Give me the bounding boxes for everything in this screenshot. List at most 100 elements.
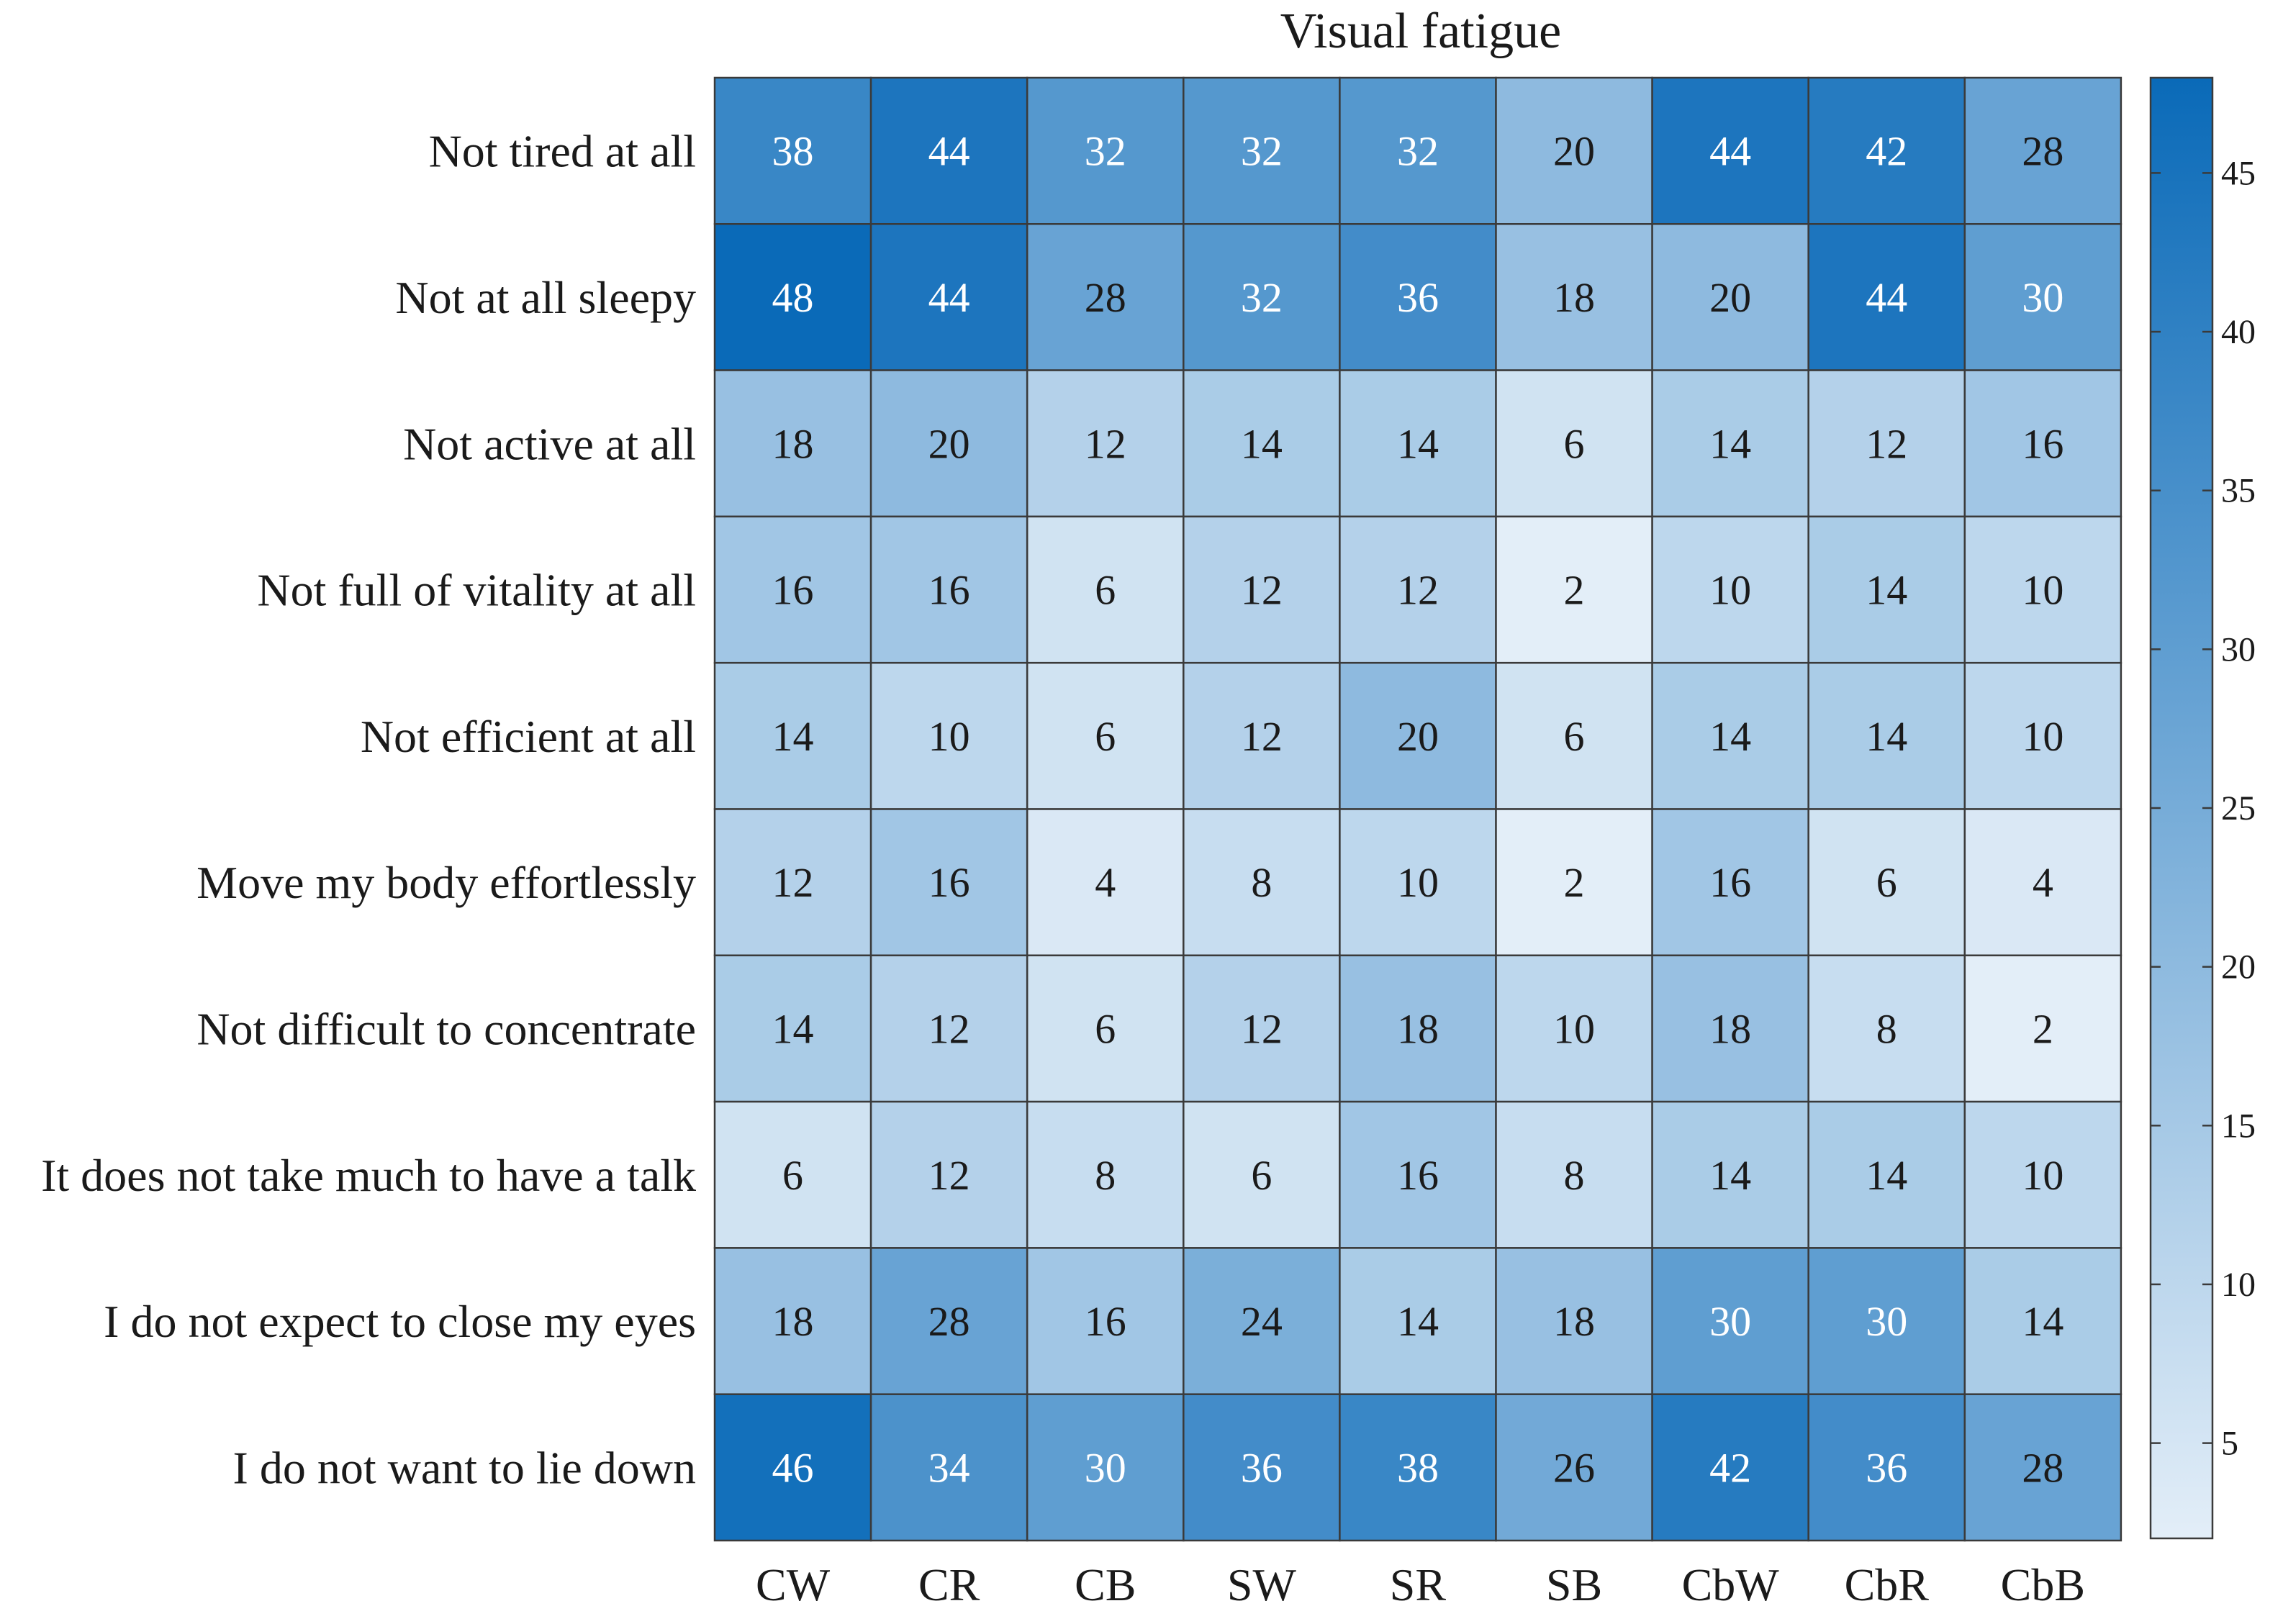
- cell-value-label: 8: [1876, 1005, 1897, 1052]
- cell-value-label: 6: [1251, 1152, 1272, 1199]
- column-label: CbB: [2001, 1559, 2085, 1610]
- row-label: Move my body effortlessly: [196, 857, 696, 908]
- heatmap-cell: [1807, 515, 1966, 664]
- heatmap-cell: [1183, 515, 1341, 664]
- heatmap-cell: [1339, 1100, 1497, 1249]
- heatmap-cell: [1183, 808, 1341, 957]
- cell-value-label: 36: [1397, 274, 1439, 321]
- heatmap-cell: [869, 808, 1029, 957]
- cell-value-label: 20: [1709, 274, 1751, 321]
- cell-value-label: 6: [1564, 713, 1585, 760]
- heatmap-cell: [1807, 223, 1966, 371]
- column-label: CbW: [1682, 1559, 1780, 1610]
- cell-value-label: 18: [1553, 1298, 1595, 1345]
- heatmap-cell: [713, 1247, 872, 1395]
- heatmap-cell: [1026, 661, 1185, 810]
- cell-value-label: 4: [1095, 859, 1116, 906]
- cell-value-label: 16: [928, 567, 970, 614]
- row-label: Not at all sleepy: [395, 272, 696, 323]
- heatmap-cell: [869, 1393, 1029, 1542]
- cell-value-label: 28: [2022, 1444, 2063, 1491]
- heatmap-cell: [1026, 1247, 1185, 1395]
- cell-value-label: 6: [1564, 420, 1585, 467]
- heatmap-cell: [713, 661, 872, 810]
- heatmap-cell: [1339, 1393, 1497, 1542]
- colorbar-gradient: [2149, 76, 2214, 1540]
- colorbar-tick-label: 40: [2221, 313, 2256, 351]
- heatmap-cell: [713, 808, 872, 957]
- heatmap-cell: [1495, 1100, 1653, 1249]
- cell-value-label: 44: [928, 274, 970, 321]
- cell-value-label: 32: [1397, 128, 1439, 175]
- heatmap-cell: [869, 1247, 1029, 1395]
- row-label: I do not want to lie down: [233, 1442, 696, 1493]
- colorbar-tick-label: 5: [2221, 1425, 2238, 1463]
- cell-value-label: 10: [928, 713, 970, 760]
- row-label: Not efficient at all: [361, 711, 696, 762]
- heatmap-cell: [1651, 223, 1809, 371]
- cell-value-label: 8: [1564, 1152, 1585, 1199]
- colorbar-tick-label: 25: [2221, 789, 2256, 827]
- heatmap-cell: [1183, 1393, 1341, 1542]
- row-labels: Not tired at all Not at all sleepy Not act…: [41, 126, 696, 1494]
- cell-value-label: 16: [1085, 1298, 1126, 1345]
- cell-value-label: 18: [1553, 274, 1595, 321]
- heatmap-cell: [1963, 661, 2122, 810]
- cell-value-label: 16: [1397, 1152, 1439, 1199]
- cell-value-label: 14: [1709, 1152, 1751, 1199]
- cell-value-label: 26: [1553, 1444, 1595, 1491]
- cell-value-label: 14: [1866, 567, 1907, 614]
- heatmap-cell: [1339, 369, 1497, 518]
- cell-value-label: 30: [1866, 1298, 1907, 1345]
- cell-value-label: 14: [772, 1005, 814, 1052]
- cell-value-label: 16: [772, 567, 814, 614]
- heatmap-cell: [1651, 954, 1809, 1103]
- cell-value-label: 30: [2022, 274, 2063, 321]
- cell-value-label: 10: [2022, 1152, 2063, 1199]
- cell-value-label: 28: [1085, 274, 1126, 321]
- cell-value-label: 12: [928, 1152, 970, 1199]
- cell-value-label: 12: [1241, 713, 1283, 760]
- cell-value-label: 12: [1085, 420, 1126, 467]
- cell-value-label: 32: [1241, 128, 1283, 175]
- colorbar-tick-label: 35: [2221, 472, 2256, 510]
- cell-value-label: 12: [1397, 567, 1439, 614]
- column-label: CR: [918, 1559, 980, 1610]
- row-label: Not difficult to concentrate: [196, 1003, 696, 1054]
- colorbar-tick-label: 30: [2221, 630, 2256, 668]
- heatmap-cell: [1026, 223, 1185, 371]
- heatmap-cell: [1026, 808, 1185, 957]
- heatmap-cell: [713, 1393, 872, 1542]
- heatmap-cell: [713, 223, 872, 371]
- cell-value-label: 10: [1397, 859, 1439, 906]
- cell-value-label: 42: [1709, 1444, 1751, 1491]
- heatmap-cell: [869, 76, 1029, 225]
- column-label: SW: [1227, 1559, 1297, 1610]
- heatmap-cell: [869, 954, 1029, 1103]
- cell-value-label: 12: [928, 1005, 970, 1052]
- cell-value-label: 34: [928, 1444, 970, 1491]
- cell-value-label: 28: [928, 1298, 970, 1345]
- cell-value-label: 14: [1241, 420, 1283, 467]
- cell-value-label: 20: [928, 420, 970, 467]
- heatmap-cell: [1963, 1247, 2122, 1395]
- heatmap-cell: [713, 76, 872, 225]
- heatmap-cell: [1183, 223, 1341, 371]
- heatmap-cells: [713, 76, 2122, 1542]
- cell-value-label: 44: [1709, 128, 1751, 175]
- cell-value-label: 6: [782, 1152, 803, 1199]
- heatmap-cell: [1495, 661, 1653, 810]
- heatmap-cell: [1807, 1393, 1966, 1542]
- heatmap-cell: [1651, 369, 1809, 518]
- column-label: SB: [1546, 1559, 1602, 1610]
- cell-value-label: 14: [1866, 1152, 1907, 1199]
- cell-value-label: 14: [1397, 420, 1439, 467]
- cell-value-label: 18: [1709, 1005, 1751, 1052]
- heatmap-cell: [1339, 808, 1497, 957]
- cell-value-label: 10: [2022, 713, 2063, 760]
- heatmap-cell: [1183, 661, 1341, 810]
- cell-value-label: 42: [1866, 128, 1907, 175]
- cell-value-label: 46: [772, 1444, 814, 1491]
- cell-value-label: 8: [1095, 1152, 1116, 1199]
